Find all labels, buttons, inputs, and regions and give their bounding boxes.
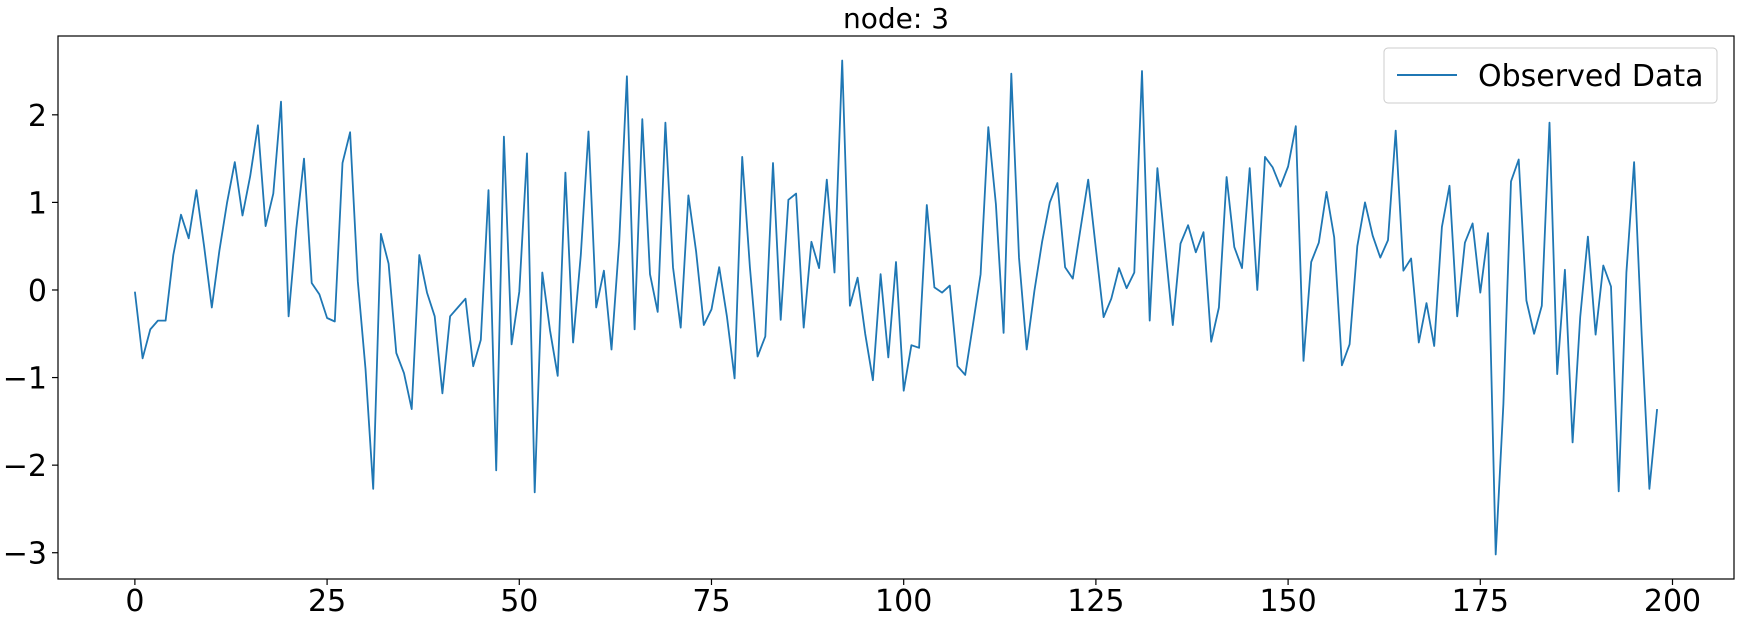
x-tick-label: 200	[1644, 584, 1701, 619]
axes-frame	[57, 35, 1735, 580]
x-tick-label: 0	[125, 584, 144, 619]
x-tick-label: 125	[1067, 584, 1124, 619]
y-tick-label: 1	[28, 186, 47, 221]
y-tick-label: −2	[3, 449, 47, 484]
x-tick-label: 175	[1452, 584, 1509, 619]
chart-title: node: 3	[843, 2, 949, 35]
legend: Observed Data	[1383, 47, 1718, 104]
series-line-observed-data	[134, 59, 1658, 556]
y-tick-label: 2	[28, 99, 47, 134]
axis-ticks: 0 25 50 75 100 125 150 175 200 −3 −2 −1 0 1 2	[3, 99, 1701, 619]
x-tick-label: 75	[692, 584, 730, 619]
x-tick-label: 100	[875, 584, 932, 619]
legend-box	[1383, 47, 1718, 104]
y-tick-label: 0	[28, 274, 47, 309]
legend-label: Observed Data	[1478, 59, 1704, 94]
x-tick-label: 50	[500, 584, 538, 619]
x-tick-label: 25	[308, 584, 346, 619]
y-tick-label: −1	[3, 362, 47, 397]
x-tick-label: 150	[1259, 584, 1316, 619]
y-tick-label: −3	[3, 537, 47, 572]
plot-area	[134, 59, 1658, 556]
